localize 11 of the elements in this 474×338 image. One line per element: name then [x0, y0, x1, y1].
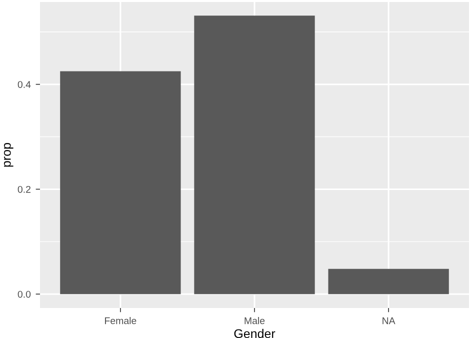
bar	[328, 268, 449, 294]
y-axis-title: prop	[4, 143, 14, 167]
y-tick-label: 0.4	[18, 81, 31, 88]
y-tick-label: 0.2	[18, 186, 30, 193]
x-tick-label: NA	[382, 317, 396, 324]
bar	[60, 71, 181, 294]
bar	[194, 16, 315, 294]
x-tick-label: Male	[244, 317, 265, 324]
x-tick-label: Female	[105, 317, 136, 324]
x-axis-title: Gender	[234, 328, 276, 338]
y-tick-label: 0.0	[18, 290, 31, 298]
